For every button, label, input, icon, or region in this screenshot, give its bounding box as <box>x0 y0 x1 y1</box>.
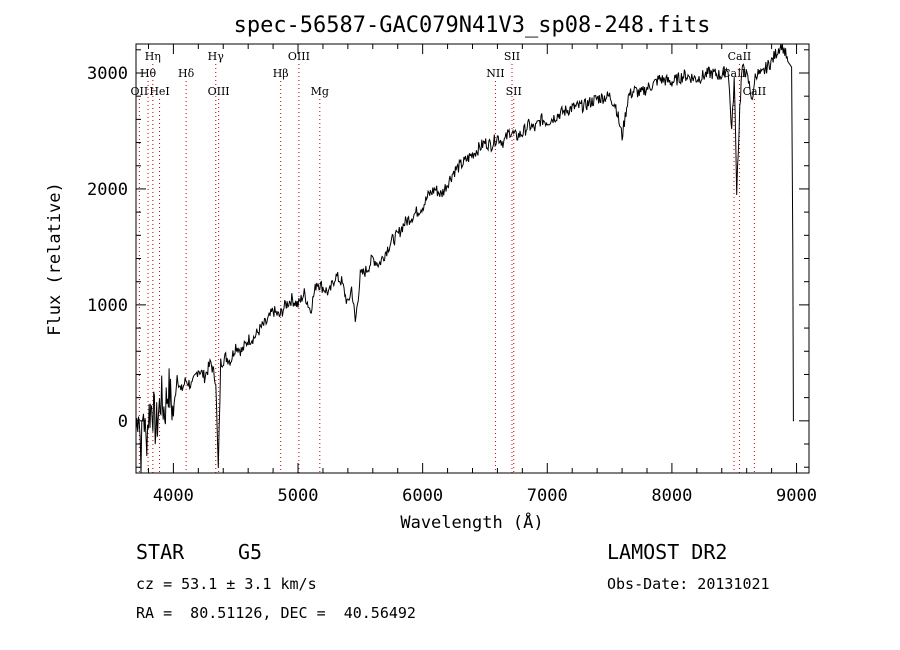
plot-frame <box>135 43 810 474</box>
x-tick-label-6000: 6000 <box>402 486 443 506</box>
line-label-6: OIII <box>208 85 230 98</box>
line-label-11: SII <box>504 50 520 63</box>
line-label-10: NII <box>486 67 504 80</box>
line-label-15: CaII <box>743 85 767 98</box>
survey-name: LAMOST DR2 <box>607 540 728 564</box>
subclass: G5 <box>238 540 263 564</box>
x-tick-label-5000: 5000 <box>278 486 319 506</box>
line-label-3: HeI <box>149 85 169 98</box>
line-label-7: Hβ <box>273 67 289 80</box>
spectrum-series <box>135 43 794 474</box>
x-tick-label-8000: 8000 <box>651 486 692 506</box>
line-label-8: OIII <box>288 50 310 63</box>
line-label-1: Hθ <box>140 67 157 80</box>
x-tick-label-7000: 7000 <box>527 486 568 506</box>
line-label-9: Mg <box>311 85 329 98</box>
chart-title: spec-56587-GAC079N41V3_sp08-248.fits <box>234 13 711 38</box>
line-label-0: Hη <box>145 50 161 63</box>
line-label-5: Hγ <box>208 50 225 63</box>
object-class: STAR <box>136 540 185 564</box>
y-tick-label-3000: 3000 <box>87 64 128 84</box>
obs-date: Obs-Date: 20131021 <box>607 575 770 593</box>
redshift-velocity: cz = 53.1 ± 3.1 km/s <box>136 575 317 593</box>
line-label-14: CaII <box>728 50 752 63</box>
line-label-4: Hδ <box>178 67 195 80</box>
line-label-2: OII <box>131 85 149 98</box>
y-tick-label-0: 0 <box>118 412 128 432</box>
x-tick-label-9000: 9000 <box>776 486 817 506</box>
coordinates: RA = 80.51126, DEC = 40.56492 <box>136 604 416 622</box>
y-axis-label: Flux (relative) <box>45 182 65 336</box>
y-tick-label-1000: 1000 <box>87 296 128 316</box>
x-tick-label-4000: 4000 <box>153 486 194 506</box>
line-label-12: SII <box>506 85 522 98</box>
x-axis-label: Wavelength (Å) <box>400 511 543 533</box>
spectrum-line <box>135 43 794 474</box>
axis-ticks: 4000 5000 6000 7000 8000 9000 0 1000 2000 3000 <box>87 44 817 506</box>
y-tick-label-2000: 2000 <box>87 180 128 200</box>
